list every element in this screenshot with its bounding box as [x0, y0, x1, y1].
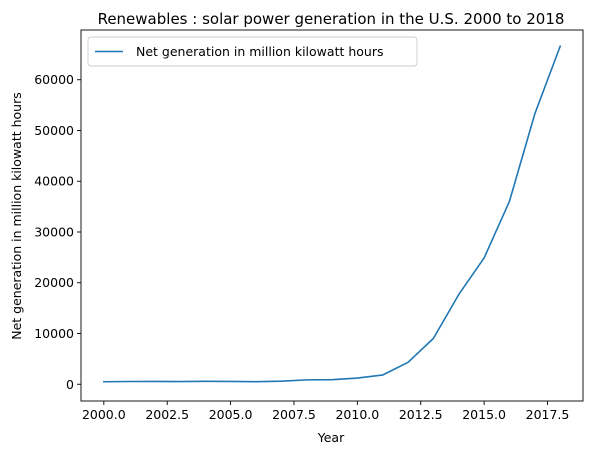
legend-series-label: Net generation in million kilowatt hours — [136, 44, 384, 59]
x-tick-label: 2015.0 — [462, 407, 506, 422]
y-axis-label: Net generation in million kilowatt hours — [9, 92, 24, 340]
y-tick-label: 40000 — [34, 174, 74, 189]
x-tick-label: 2002.5 — [145, 407, 189, 422]
x-tick-label: 2005.0 — [209, 407, 253, 422]
x-tick-label: 2017.5 — [526, 407, 570, 422]
x-tick-label: 2007.5 — [272, 407, 316, 422]
plot-frame — [81, 30, 583, 401]
x-tick-label: 2012.5 — [399, 407, 443, 422]
y-tick-label: 20000 — [34, 275, 74, 290]
y-tick-label: 30000 — [34, 224, 74, 239]
x-tick-label: 2000.0 — [82, 407, 126, 422]
y-tick-label: 50000 — [34, 123, 74, 138]
x-axis-label: Year — [317, 430, 345, 445]
y-tick-label: 10000 — [34, 326, 74, 341]
plot-area — [81, 30, 583, 401]
x-tick-label: 2010.0 — [335, 407, 379, 422]
y-tick-label: 60000 — [34, 72, 74, 87]
y-tick-label: 0 — [66, 377, 74, 392]
y-axis-ticks: 0 10000 20000 30000 40000 50000 60000 — [34, 72, 81, 392]
x-axis-ticks: 2000.0 2002.5 2005.0 2007.5 2010.0 2012.5 2015… — [82, 401, 569, 422]
legend: Net generation in million kilowatt hours — [88, 37, 417, 66]
series-layer — [104, 46, 560, 382]
chart-title: Renewables : solar power generation in t… — [98, 10, 565, 28]
series-line-net-generation — [104, 46, 560, 382]
